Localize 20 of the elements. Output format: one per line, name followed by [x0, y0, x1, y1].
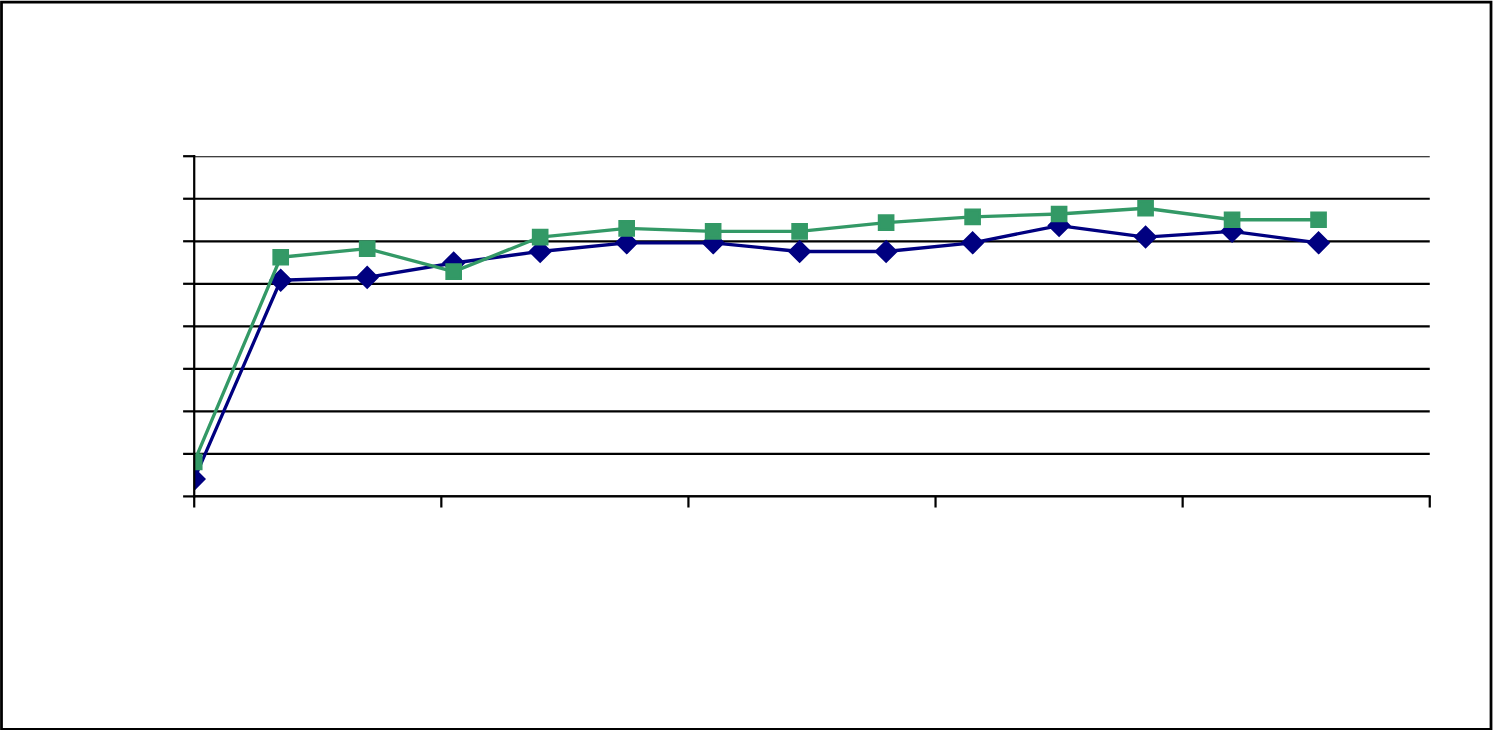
point [961, 231, 984, 255]
point [1310, 211, 1327, 229]
point [788, 240, 811, 263]
point [1137, 199, 1154, 217]
point [1050, 205, 1068, 223]
point [1223, 211, 1241, 229]
point [618, 220, 635, 237]
point [877, 214, 895, 231]
point [531, 228, 549, 246]
point [704, 222, 722, 240]
point [1307, 231, 1330, 255]
point [358, 240, 376, 257]
point [791, 222, 808, 240]
point [445, 263, 463, 280]
point [964, 208, 981, 226]
point [269, 269, 292, 292]
point [272, 248, 290, 266]
point [355, 266, 379, 289]
point [874, 240, 898, 263]
point [1134, 225, 1157, 249]
